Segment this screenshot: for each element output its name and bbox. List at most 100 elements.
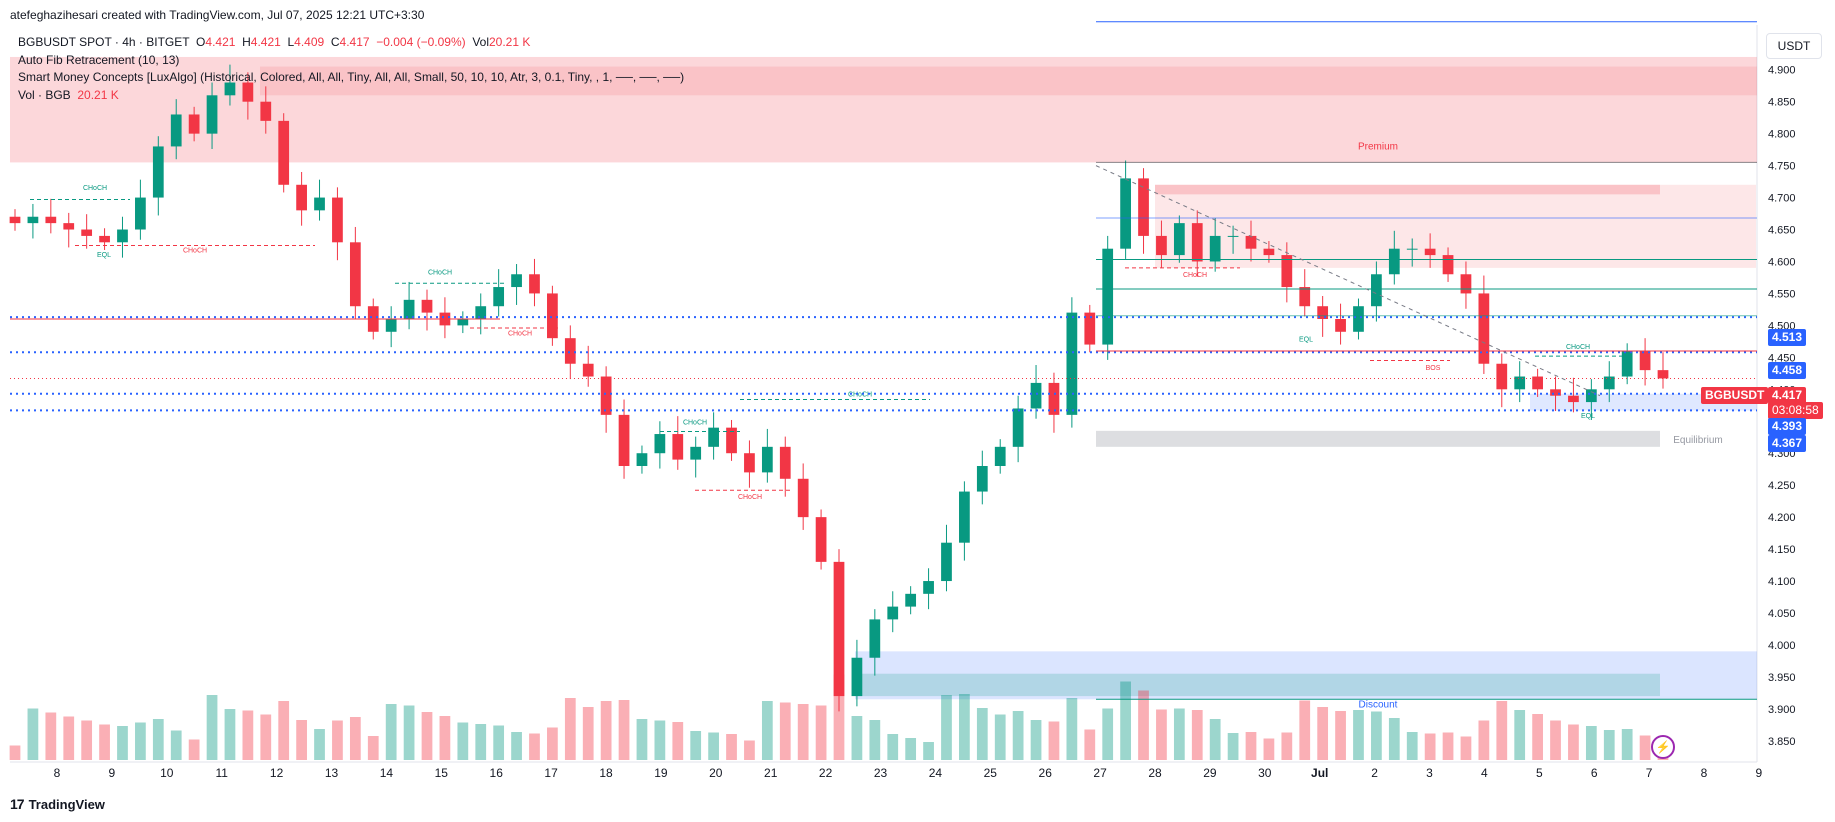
candle-body xyxy=(779,446,791,479)
smc-label-choch: CHoCH xyxy=(683,419,707,426)
volume-bar xyxy=(206,695,218,760)
candle-body xyxy=(152,146,164,198)
price-tick-label: 4.900 xyxy=(1768,65,1796,77)
smc-label-choch: CHoCH xyxy=(1183,272,1207,279)
indicator-volume-label: Vol · BGB xyxy=(18,87,71,102)
smc-label-eql: EQL xyxy=(1581,413,1595,420)
demand-block-2 xyxy=(855,673,1660,697)
time-tick-label: 27 xyxy=(1093,766,1107,780)
volume-bar xyxy=(1621,729,1633,760)
time-tick-label: 13 xyxy=(325,766,339,780)
volume-bar xyxy=(851,716,863,760)
candle-body xyxy=(1084,312,1096,345)
volume-bar xyxy=(349,717,361,760)
candle-body xyxy=(994,446,1006,466)
volume-bar xyxy=(81,720,93,760)
smc-label-choch: CHoCH xyxy=(738,494,762,501)
candle-body xyxy=(1568,395,1579,403)
price-tick-label: 3.850 xyxy=(1768,736,1796,748)
volume-bar xyxy=(439,716,451,760)
volume-bar xyxy=(242,710,254,760)
candle-body xyxy=(27,216,39,224)
smc-label-bos: BOS xyxy=(1426,365,1441,372)
volume-bar xyxy=(1353,710,1364,760)
volume-bar xyxy=(1156,709,1167,760)
price-tick-label: 4.000 xyxy=(1768,640,1796,652)
indicator-volume[interactable]: Vol · BGB 20.21 K xyxy=(18,87,684,105)
volume-bar xyxy=(117,726,128,760)
tradingview-brand[interactable]: 17 TradingView xyxy=(10,796,105,812)
time-axis: 8 9 10 11 12 13 14 15 16 17 18 19 20 21 22 23 24 25 26 27 28… xyxy=(54,766,1763,780)
candle-body xyxy=(1299,287,1311,307)
volume-bar xyxy=(1371,711,1382,760)
volume-bar xyxy=(1209,719,1221,760)
time-tick-label: Jul xyxy=(1311,766,1328,780)
indicator-fib[interactable]: Auto Fib Retracement (10, 13) xyxy=(18,52,180,67)
time-tick-label: 28 xyxy=(1148,766,1162,780)
candle-body xyxy=(1550,389,1561,396)
volume-bar xyxy=(690,731,702,760)
smc-label-choch: CHoCH xyxy=(848,391,872,398)
volume-bar xyxy=(1585,726,1597,760)
volume-bar xyxy=(1191,710,1203,760)
candle-body xyxy=(726,427,737,454)
supply-block-3 xyxy=(1155,184,1756,268)
candle-body xyxy=(1191,223,1203,262)
volume-bar xyxy=(905,738,917,760)
candle-body xyxy=(117,229,128,243)
candles xyxy=(9,64,1669,712)
volume-bar xyxy=(170,730,182,760)
tradingview-logo-icon: 17 xyxy=(10,796,25,812)
volume-bar xyxy=(1048,721,1060,760)
volume-bar xyxy=(1030,720,1042,760)
countdown-tag: 03:08:58 xyxy=(1768,402,1823,419)
volume-bar xyxy=(582,707,594,760)
open-label: O xyxy=(196,35,206,49)
candle-body xyxy=(1639,350,1651,371)
volume-bar xyxy=(547,727,558,760)
candle-body xyxy=(1281,255,1293,288)
volume-bar xyxy=(887,734,899,760)
indicator-smc[interactable]: Smart Money Concepts [LuxAlgo] (Historic… xyxy=(18,70,685,84)
candle-body xyxy=(1102,248,1114,345)
volume-bar xyxy=(959,694,970,760)
candle-body xyxy=(690,446,702,460)
candle-body xyxy=(833,561,845,697)
symbol-label[interactable]: BGBUSDT SPOT · 4h · BITGET xyxy=(18,35,190,49)
price-tick-label: 4.450 xyxy=(1768,352,1796,364)
candle-body xyxy=(1353,306,1364,332)
price-tick-label: 4.750 xyxy=(1768,161,1796,173)
price-tick-label: 4.600 xyxy=(1768,256,1796,268)
smc-label-choch: CHoCH xyxy=(83,185,107,192)
time-tick-label: 18 xyxy=(599,766,613,780)
volume-bar xyxy=(278,701,290,760)
smc-label-eql: EQL xyxy=(97,252,111,259)
candle-body xyxy=(1585,389,1597,403)
time-tick-label: 20 xyxy=(709,766,723,780)
lightning-icon[interactable]: ⚡ xyxy=(1651,735,1675,759)
volume-bar xyxy=(672,722,684,760)
volume-bar xyxy=(1335,711,1346,760)
candle-body xyxy=(296,184,307,211)
volume-bar xyxy=(1317,707,1329,760)
time-tick-label: 9 xyxy=(1756,766,1763,780)
price-tick-label: 3.950 xyxy=(1768,672,1796,684)
volume-bar xyxy=(1603,730,1615,760)
currency-button[interactable]: USDT xyxy=(1766,33,1822,59)
high-label: H xyxy=(242,35,251,49)
volume-bar xyxy=(403,705,415,760)
volume-bar xyxy=(27,708,39,760)
volume-bar xyxy=(1460,736,1472,760)
candle-body xyxy=(887,606,899,620)
vol-value: 20.21 K xyxy=(489,35,531,49)
volume-bar xyxy=(1173,708,1185,760)
time-tick-label: 30 xyxy=(1258,766,1272,780)
candle-body xyxy=(1138,178,1149,236)
time-tick-label: 15 xyxy=(435,766,449,780)
close-value: 4.417 xyxy=(339,35,370,49)
candle-body xyxy=(1048,382,1060,415)
volume-bar xyxy=(1406,732,1418,760)
volume-bar xyxy=(529,733,540,760)
time-tick-label: 8 xyxy=(54,766,61,780)
